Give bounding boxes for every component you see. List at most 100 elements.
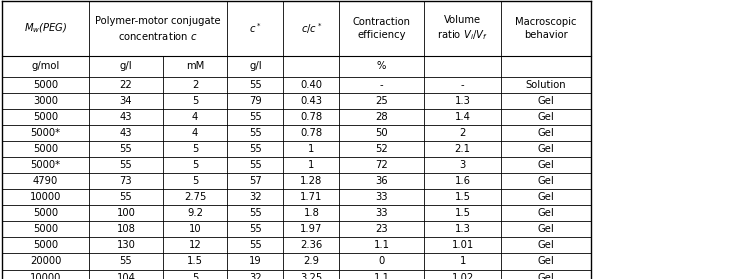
Text: 43: 43 xyxy=(120,128,132,138)
Text: 5000: 5000 xyxy=(33,144,58,154)
Text: 5: 5 xyxy=(192,176,198,186)
Text: 130: 130 xyxy=(116,240,135,251)
Text: 2.9: 2.9 xyxy=(303,256,319,266)
Text: Macroscopic
behavior: Macroscopic behavior xyxy=(515,17,577,40)
Text: 73: 73 xyxy=(119,176,132,186)
Text: Volume
ratio $V_i$/$V_f$: Volume ratio $V_i$/$V_f$ xyxy=(437,15,488,42)
Text: 1.5: 1.5 xyxy=(455,208,470,218)
Text: Gel: Gel xyxy=(538,256,554,266)
Text: $M_w$(PEG): $M_w$(PEG) xyxy=(24,22,68,35)
Text: 55: 55 xyxy=(249,112,262,122)
Text: 55: 55 xyxy=(249,144,262,154)
Text: Gel: Gel xyxy=(538,192,554,202)
Text: 1: 1 xyxy=(459,256,466,266)
Text: -: - xyxy=(380,80,383,90)
Text: 3.25: 3.25 xyxy=(300,273,322,279)
Text: 79: 79 xyxy=(249,96,262,106)
Text: 5: 5 xyxy=(192,144,198,154)
Text: 25: 25 xyxy=(375,96,388,106)
Text: 55: 55 xyxy=(249,160,262,170)
Text: 55: 55 xyxy=(249,240,262,251)
Text: 1.6: 1.6 xyxy=(455,176,470,186)
Text: Gel: Gel xyxy=(538,112,554,122)
Text: 55: 55 xyxy=(249,224,262,234)
Text: 1.02: 1.02 xyxy=(451,273,474,279)
Text: 52: 52 xyxy=(375,144,388,154)
Text: 9.2: 9.2 xyxy=(187,208,203,218)
Text: 1.8: 1.8 xyxy=(303,208,319,218)
Text: 5000: 5000 xyxy=(33,240,58,251)
Text: 2.1: 2.1 xyxy=(455,144,470,154)
Text: $c^*$: $c^*$ xyxy=(249,22,262,35)
Text: 5: 5 xyxy=(192,160,198,170)
Text: 1.71: 1.71 xyxy=(300,192,322,202)
Text: Gel: Gel xyxy=(538,176,554,186)
Text: 104: 104 xyxy=(116,273,135,279)
Text: 0.78: 0.78 xyxy=(300,128,322,138)
Text: 5000: 5000 xyxy=(33,80,58,90)
Text: Polymer-motor conjugate
concentration $c$: Polymer-motor conjugate concentration $c… xyxy=(96,16,221,42)
Text: %: % xyxy=(377,61,386,71)
Text: 1.28: 1.28 xyxy=(300,176,322,186)
Text: Gel: Gel xyxy=(538,208,554,218)
Text: 5000*: 5000* xyxy=(31,128,60,138)
Text: $c/c^*$: $c/c^*$ xyxy=(300,21,322,36)
Text: 1.5: 1.5 xyxy=(455,192,470,202)
Text: 0: 0 xyxy=(378,256,385,266)
Text: 5: 5 xyxy=(192,273,198,279)
Text: 5000*: 5000* xyxy=(31,160,60,170)
Text: 32: 32 xyxy=(249,273,262,279)
Text: g/mol: g/mol xyxy=(32,61,60,71)
Text: Solution: Solution xyxy=(526,80,567,90)
Text: 23: 23 xyxy=(375,224,388,234)
Text: 3000: 3000 xyxy=(33,96,58,106)
Text: Gel: Gel xyxy=(538,144,554,154)
Text: 36: 36 xyxy=(375,176,388,186)
Text: 3: 3 xyxy=(459,160,466,170)
Text: Gel: Gel xyxy=(538,160,554,170)
Text: 1: 1 xyxy=(308,160,314,170)
Text: 1.5: 1.5 xyxy=(187,256,203,266)
Text: 32: 32 xyxy=(249,192,262,202)
Text: 5000: 5000 xyxy=(33,112,58,122)
Text: 22: 22 xyxy=(119,80,132,90)
Text: 1.3: 1.3 xyxy=(455,224,470,234)
Text: 0.40: 0.40 xyxy=(300,80,322,90)
Text: Gel: Gel xyxy=(538,273,554,279)
Text: Gel: Gel xyxy=(538,128,554,138)
Text: 55: 55 xyxy=(249,80,262,90)
Text: 0.43: 0.43 xyxy=(300,96,322,106)
Text: 55: 55 xyxy=(249,208,262,218)
Text: 5: 5 xyxy=(192,96,198,106)
Text: 55: 55 xyxy=(119,256,132,266)
Text: 20000: 20000 xyxy=(30,256,61,266)
Text: 1: 1 xyxy=(308,144,314,154)
Text: Gel: Gel xyxy=(538,96,554,106)
Text: 1.97: 1.97 xyxy=(300,224,322,234)
Text: 55: 55 xyxy=(119,160,132,170)
Text: Gel: Gel xyxy=(538,224,554,234)
Text: 4: 4 xyxy=(192,112,198,122)
Text: 2: 2 xyxy=(192,80,198,90)
Text: 5000: 5000 xyxy=(33,224,58,234)
Text: 10: 10 xyxy=(188,224,202,234)
Text: 33: 33 xyxy=(375,192,388,202)
Text: mM: mM xyxy=(186,61,204,71)
Text: 10000: 10000 xyxy=(30,192,61,202)
Text: 108: 108 xyxy=(116,224,135,234)
Text: 72: 72 xyxy=(375,160,388,170)
Text: 50: 50 xyxy=(375,128,388,138)
Text: 55: 55 xyxy=(249,128,262,138)
Text: 19: 19 xyxy=(249,256,262,266)
Text: 0.78: 0.78 xyxy=(300,112,322,122)
Text: 34: 34 xyxy=(120,96,132,106)
Text: 1.3: 1.3 xyxy=(455,96,470,106)
Text: 100: 100 xyxy=(116,208,135,218)
Text: 2.36: 2.36 xyxy=(300,240,322,251)
Text: 1.4: 1.4 xyxy=(455,112,470,122)
Text: g/l: g/l xyxy=(249,61,262,71)
Text: Gel: Gel xyxy=(538,240,554,251)
Text: 10000: 10000 xyxy=(30,273,61,279)
Text: 28: 28 xyxy=(375,112,388,122)
Text: 43: 43 xyxy=(120,112,132,122)
